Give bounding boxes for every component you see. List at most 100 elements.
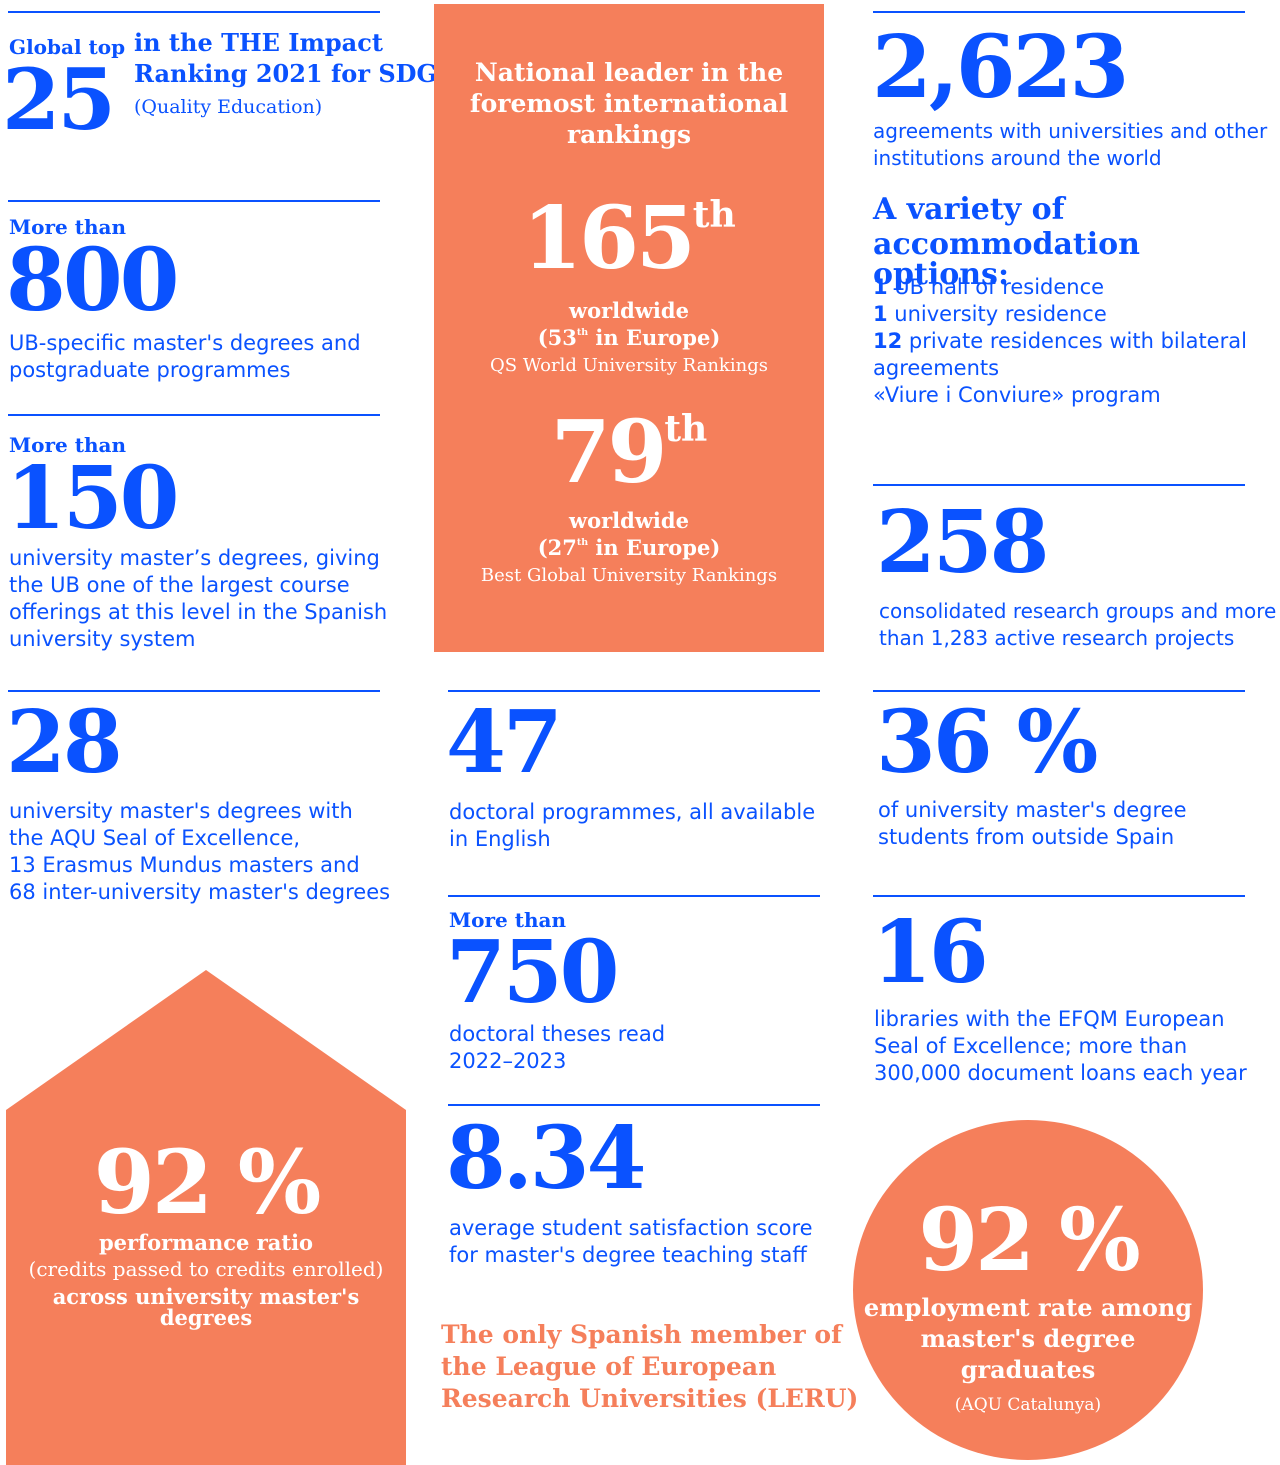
accommodation-item-num: 12: [873, 329, 903, 353]
libraries16-text-line2: Seal of Excellence; more than: [874, 1034, 1188, 1058]
divider: [873, 11, 1245, 13]
qs-europe-pre: (53: [537, 325, 577, 350]
masters150-text-line4: university system: [9, 627, 196, 651]
theses750-number: 750: [446, 922, 620, 1023]
intl36-number: 36 %: [876, 692, 1098, 793]
masters150-text-line1: university master’s degrees, giving: [9, 546, 380, 570]
divider: [448, 690, 820, 692]
seal28-text-line1: university master's degrees with: [9, 799, 353, 823]
divider: [8, 11, 380, 13]
employment-circle: [853, 1120, 1203, 1460]
performance-number: 92 %: [93, 1130, 322, 1234]
top25-heading-line1: in the THE Impact: [134, 28, 383, 57]
seal28-text-line2: the AQU Seal of Excellence,: [9, 826, 301, 850]
theses750-text-line2: 2022–2023: [449, 1049, 567, 1073]
employment-line2: master's degree: [920, 1324, 1136, 1353]
top25-label: Global top: [9, 35, 126, 59]
agreements-text-line2: institutions around the world: [873, 146, 1162, 170]
divider: [873, 484, 1245, 486]
bgu-rank: 79th: [434, 410, 824, 496]
divider: [8, 414, 380, 416]
bgu-worldwide: worldwide: [569, 508, 689, 533]
accommodation-item: 12 private residences with bilateral: [873, 328, 1247, 355]
rankings-panel: [434, 4, 824, 652]
accommodation-item-text: «Viure i Conviure» program: [873, 383, 1161, 407]
employment-line1: employment rate among: [863, 1293, 1193, 1322]
accommodation-item: 1 university residence: [873, 301, 1107, 328]
rankings-title-line3: rankings: [566, 120, 692, 149]
accommodation-item-text: agreements: [873, 356, 1000, 380]
qs-rank-number: 165: [522, 188, 696, 289]
masters800-label: More than: [9, 215, 126, 239]
accommodation-title-line1: A variety of: [873, 192, 1065, 227]
accommodation-item-text: UB hall of residence: [887, 275, 1105, 299]
qs-source: QS World University Rankings: [490, 355, 768, 376]
bgu-europe-sup: th: [576, 536, 589, 548]
libraries16-number: 16: [872, 902, 989, 1003]
accommodation-item-text: private residences with bilateral: [902, 329, 1247, 353]
qs-rank: 165th: [434, 196, 824, 282]
satisfaction-text-line2: for master's degree teaching staff: [449, 1243, 807, 1267]
doctoral47-number: 47: [446, 692, 563, 793]
accommodation-item: agreements: [873, 355, 999, 382]
divider: [448, 1104, 820, 1106]
satisfaction-text-line1: average student satisfaction score: [449, 1216, 813, 1240]
bgu-europe: (27th in Europe): [434, 537, 824, 558]
divider: [873, 895, 1245, 897]
research258-text-line2: than 1,283 active research projects: [879, 626, 1235, 650]
accommodation-item-num: 1: [873, 275, 888, 299]
seal28-text-line3: 13 Erasmus Mundus masters and: [9, 853, 360, 877]
theses750-text-line1: doctoral theses read: [449, 1022, 666, 1046]
libraries16-text-line1: libraries with the EFQM European: [874, 1007, 1225, 1031]
qs-europe: (53th in Europe): [434, 327, 824, 348]
theses750-label: More than: [449, 908, 566, 932]
qs-europe-post: in Europe): [588, 325, 721, 350]
top25-number: 25: [2, 50, 116, 149]
employment-source: (AQU Catalunya): [954, 1395, 1102, 1415]
accommodation-title-line2: accommodation options:: [873, 227, 1140, 292]
seal28-number: 28: [6, 692, 123, 793]
accommodation-item-num: 1: [873, 302, 888, 326]
doctoral47-text-line1: doctoral programmes, all available: [449, 800, 816, 824]
qs-worldwide: worldwide: [569, 298, 689, 323]
seal28-text-line4: 68 inter-university master's degrees: [9, 880, 391, 904]
performance-line1: performance ratio: [98, 1230, 314, 1255]
intl36-text-line1: of university master's degree: [878, 798, 1187, 822]
bgu-rank-number: 79: [550, 402, 668, 503]
divider: [448, 895, 820, 897]
qs-rank-suffix: th: [692, 192, 736, 236]
accommodation-item-text: university residence: [887, 302, 1107, 326]
divider: [8, 690, 380, 692]
performance-line3: across university master's degrees: [52, 1284, 360, 1330]
research258-text-line1: consolidated research groups and more: [879, 599, 1277, 623]
masters150-number: 150: [6, 448, 180, 549]
qs-europe-sup: th: [576, 326, 589, 338]
research258-number: 258: [876, 492, 1050, 593]
leru-line1: The only Spanish member of: [441, 1320, 842, 1349]
doctoral47-text-line2: in English: [449, 827, 551, 851]
masters150-text-line2: the UB one of the largest course: [9, 573, 350, 597]
agreements-text-line1: agreements with universities and other: [873, 119, 1268, 143]
employment-line3: graduates: [960, 1355, 1096, 1384]
accommodation-item: 1 UB hall of residence: [873, 274, 1104, 301]
divider: [8, 200, 380, 202]
top25-sub: (Quality Education): [134, 96, 323, 118]
masters800-text-line2: postgraduate programmes: [9, 358, 291, 382]
masters150-label: More than: [9, 433, 126, 457]
bgu-europe-post: in Europe): [588, 535, 721, 560]
rankings-title-line2: foremost international: [469, 89, 789, 118]
divider: [873, 690, 1245, 692]
accommodation-item: «Viure i Conviure» program: [873, 382, 1161, 409]
masters800-number: 800: [6, 230, 180, 331]
agreements-number: 2,623: [872, 17, 1129, 118]
rankings-title-line1: National leader in the: [474, 58, 784, 87]
masters800-text-line1: UB-specific master's degrees and: [9, 331, 361, 355]
employment-number: 92 %: [918, 1190, 1140, 1291]
house-shape: [6, 970, 406, 1465]
satisfaction-number: 8.34: [446, 1108, 646, 1209]
leru-line3: Research Universities (LERU): [441, 1384, 859, 1413]
masters150-text-line3: offerings at this level in the Spanish: [9, 600, 388, 624]
bgu-europe-pre: (27: [537, 535, 577, 560]
intl36-text-line2: students from outside Spain: [878, 825, 1175, 849]
bgu-rank-suffix: th: [664, 406, 708, 450]
